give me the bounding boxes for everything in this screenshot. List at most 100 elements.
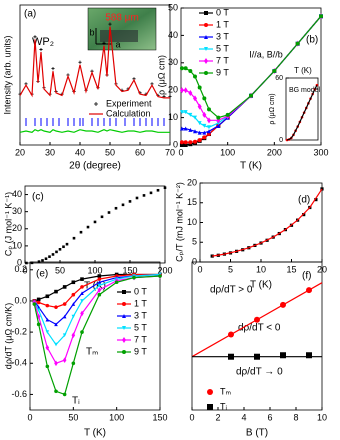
marker [71, 292, 76, 297]
marker [202, 111, 207, 118]
marker [193, 74, 197, 79]
marker [216, 123, 221, 128]
legend-label: 5 T [134, 322, 147, 332]
legend-marker [204, 35, 208, 39]
marker [193, 139, 197, 144]
x-axis-label: T (K) [84, 281, 106, 292]
marker [97, 274, 102, 278]
y-tick-label: 20 [168, 85, 178, 95]
marker [179, 66, 184, 71]
marker [183, 87, 188, 94]
marker [202, 96, 207, 101]
marker [202, 123, 207, 128]
marker [54, 389, 58, 394]
marker [36, 297, 41, 302]
marker [54, 305, 58, 309]
annotation: dρ/dT > 0 [210, 285, 253, 296]
marker [225, 112, 230, 117]
panel-label: (b) [306, 35, 318, 46]
marker [97, 280, 102, 285]
y-tick-label: 20 [12, 223, 22, 233]
marker [45, 364, 50, 369]
series-line [19, 26, 170, 99]
marker [62, 285, 67, 289]
legend-label: Experiment [106, 98, 152, 108]
y-tick-label: 0 [17, 257, 22, 267]
marker [188, 112, 193, 117]
marker [93, 220, 97, 224]
x-tick-label: 6 [267, 412, 272, 422]
marker [80, 299, 84, 303]
marker [128, 200, 132, 203]
marker [55, 250, 58, 254]
marker [183, 126, 188, 131]
marker [45, 294, 50, 299]
marker [193, 95, 197, 102]
y-tick-label: 40 [168, 30, 178, 40]
marker [202, 135, 207, 140]
x-tick-label: 100 [87, 265, 102, 275]
y-axis-label: ρ (μΩ cm) [156, 55, 166, 95]
marker [188, 69, 193, 74]
marker [197, 121, 202, 126]
plot-frame [29, 261, 161, 411]
marker [71, 314, 76, 319]
x-tick-label: 8 [293, 412, 298, 422]
x-axis-label: T (K) [84, 428, 106, 439]
marker [197, 138, 202, 143]
annotation: dρ/dT < 0 [238, 323, 281, 334]
marker [197, 85, 202, 90]
x-axis-label: B (T) [246, 428, 268, 439]
x-tick-label: 0 [27, 412, 32, 422]
x-tick-label: 4 [241, 412, 246, 422]
marker [78, 60, 82, 64]
legend-marker [122, 337, 126, 343]
marker [62, 392, 67, 397]
marker [216, 115, 221, 120]
annotation: WP₂ [32, 36, 54, 48]
marker [183, 143, 188, 147]
marker [36, 308, 41, 313]
x-tick-label: 100 [220, 147, 235, 157]
marker [188, 140, 193, 145]
marker [188, 127, 193, 132]
marker [41, 259, 44, 262]
marker [51, 253, 55, 256]
marker [45, 344, 50, 351]
y-tick-label: 50 [168, 2, 178, 12]
marker [121, 203, 125, 207]
marker [62, 302, 67, 306]
y-tick-label: 60 [275, 75, 283, 82]
x-tick-label: 200 [157, 265, 172, 275]
marker [207, 125, 211, 130]
y-tick-label: 5 [192, 237, 197, 247]
legend-label: 7 T [134, 334, 147, 344]
legend-marker [204, 11, 208, 15]
marker [80, 285, 84, 289]
panel-label: (c) [32, 192, 44, 203]
marker [306, 352, 312, 359]
marker [71, 332, 76, 339]
marker [71, 302, 76, 306]
legend-marker [122, 350, 126, 354]
annotation: b [89, 27, 94, 37]
legend-marker [122, 314, 126, 318]
marker [179, 143, 184, 147]
annotation: Tₘ [86, 347, 98, 358]
y-tick-label: 40 [12, 189, 22, 199]
y-tick-label: -0.2 [11, 326, 27, 336]
annotation: 588 μm [105, 13, 139, 24]
marker [100, 215, 104, 219]
marker [102, 41, 106, 45]
legend-marker [204, 71, 208, 75]
legend-marker [207, 389, 213, 395]
legend-marker [122, 326, 126, 330]
marker [193, 115, 197, 120]
crystal-photo [87, 7, 157, 51]
x-tick-label: 70 [165, 147, 175, 157]
legend-label: Calculation [106, 108, 151, 118]
y-tick-label: 0 [279, 137, 283, 144]
legend-label: 0 T [134, 286, 147, 296]
x-tick-label: 0 [197, 264, 202, 274]
